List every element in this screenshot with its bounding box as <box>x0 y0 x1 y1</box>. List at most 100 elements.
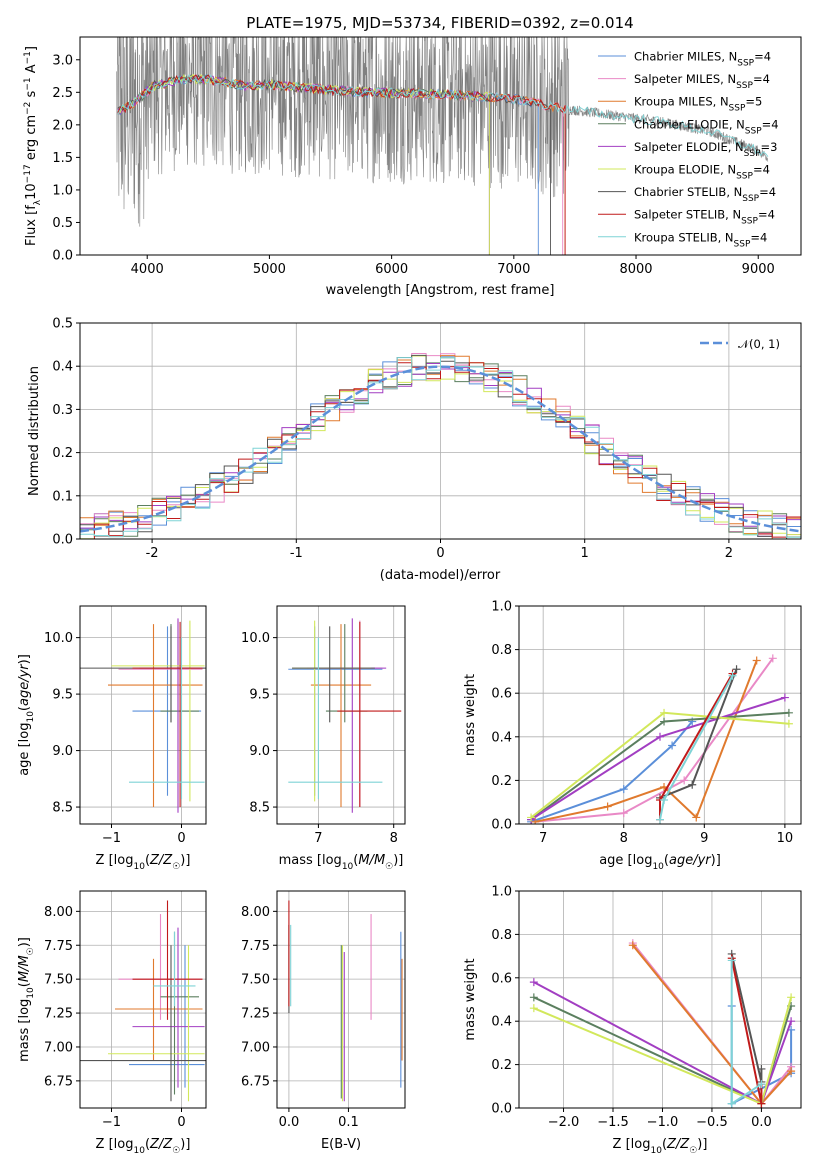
spectrum-legend: Chabrier MILES, NSSP=4 Salpeter MILES, NS… <box>598 50 779 249</box>
y-tick-label: 7.50 <box>44 973 73 988</box>
weight-marker-kroupa-elodie <box>784 719 793 728</box>
x-tick-label: −1.0 <box>647 1115 679 1130</box>
axes-frame <box>276 890 406 1109</box>
weight-marker-kroupa-elodie <box>660 708 669 717</box>
y-tick-label: 0.8 <box>491 928 512 943</box>
axes-frame <box>518 605 802 825</box>
y-tick-label: 9.5 <box>52 688 73 703</box>
axes-frame <box>518 890 802 1109</box>
weight-marker-salpeter-elodie <box>529 978 538 987</box>
weight-marker-chabrier-elodie <box>660 717 669 726</box>
x-tick-label: 0.1 <box>338 1115 359 1130</box>
x-tick-label: −1.5 <box>597 1115 629 1130</box>
y-tick-label: 2.5 <box>52 86 73 101</box>
y-tick-label: 0.0 <box>52 249 73 264</box>
x-axis-label: Z [log10(Z/Z☉)] <box>96 1137 191 1156</box>
x-axis-label: Z [log10(Z/Z☉)] <box>613 1137 708 1156</box>
x-tick-label: −0.5 <box>696 1115 728 1130</box>
y-tick-label: 3.0 <box>52 53 73 68</box>
x-axis-label: mass [log10(M/M☉)] <box>279 853 404 872</box>
axes-frame <box>79 605 207 825</box>
y-tick-label: 1.0 <box>491 885 512 900</box>
y-tick-label: 0.0 <box>491 818 512 833</box>
y-tick-label: 6.75 <box>44 1074 73 1089</box>
legend-label-chabrier-stelib: Chabrier STELIB, NSSP=4 <box>634 185 776 204</box>
x-axis-label: (data-model)/error <box>380 568 501 583</box>
x-tick-label: 7 <box>539 831 547 846</box>
x-tick-label: 0 <box>436 546 444 561</box>
y-tick-label: 0.0 <box>52 533 73 548</box>
legend-label-salpeter-elodie: Salpeter ELODIE, NSSP=3 <box>634 140 777 159</box>
x-tick-label: -1 <box>290 546 303 561</box>
x-tick-label: 0.0 <box>751 1115 772 1130</box>
age-vs-metallicity-panel: −1 0 8.5 9.0 9.5 10.0 Z [log10(Z/Z☉)] age [log1… <box>17 605 207 872</box>
weight-marker-chabrier-elodie <box>784 708 793 717</box>
weight-marker-chabrier-stelib <box>688 780 697 789</box>
y-tick-label: 7.75 <box>241 939 270 954</box>
weight-line-chabrier-stelib <box>730 953 763 1083</box>
weight-marker-salpeter-elodie <box>780 693 789 702</box>
x-tick-label: 0 <box>177 1115 185 1130</box>
legend-label-chabrier-elodie: Chabrier ELODIE, NSSP=4 <box>634 117 779 136</box>
spectrum-plot-area <box>116 37 769 255</box>
x-tick-label: 10 <box>777 831 794 846</box>
y-tick-label: 7.00 <box>44 1040 73 1055</box>
weight-marker-salpeter-elodie <box>656 732 664 741</box>
weight-line-salpeter-stelib <box>730 958 763 1104</box>
legend-label-kroupa-miles: Kroupa MILES, NSSP=5 <box>634 95 762 114</box>
x-tick-label: −2.0 <box>548 1115 580 1130</box>
weight-marker-kroupa-miles <box>787 1067 796 1076</box>
legend-label-chabrier-miles: Chabrier MILES, NSSP=4 <box>634 50 771 69</box>
x-tick-label: 1 <box>581 546 589 561</box>
figure-title: PLATE=1975, MJD=53734, FIBERID=0392, z=0… <box>246 14 633 32</box>
x-tick-label: 8000 <box>619 262 652 277</box>
spectrum-panel: 4000 5000 6000 7000 8000 9000 0.0 0.5 1.0 1.5 2.0 2… <box>23 36 802 298</box>
y-tick-label: 0.2 <box>52 446 73 461</box>
weight-marker-salpeter-elodie <box>787 1017 796 1026</box>
legend-label-salpeter-stelib: Salpeter STELIB, NSSP=4 <box>634 208 775 227</box>
weight-marker-salpeter-miles <box>768 654 777 663</box>
normal-curve <box>80 365 801 533</box>
y-tick-label: 0.4 <box>491 730 512 745</box>
weight-marker-chabrier-stelib <box>732 665 741 674</box>
weight-marker-kroupa-elodie <box>529 1004 538 1013</box>
x-tick-label: -2 <box>146 546 159 561</box>
y-axis-label: mass [log10(M/M☉)] <box>17 937 36 1062</box>
y-tick-label: 0.6 <box>491 687 512 702</box>
residual-plot-area <box>80 353 801 539</box>
y-axis-label: Flux [fλ10−17 erg cm−2 s−1 A−1] <box>23 46 43 246</box>
y-tick-label: 10.0 <box>241 631 270 646</box>
axes-frame <box>79 890 207 1109</box>
residual-panel: -2 -1 0 1 2 0.0 0.1 0.2 0.3 0.4 0.5 𝒩(0, 1) (data-mo… <box>27 317 802 583</box>
y-tick-label: 0.3 <box>52 403 73 418</box>
x-tick-label: 2 <box>725 546 733 561</box>
weight-marker-chabrier-elodie <box>529 993 538 1002</box>
y-tick-label: 10.0 <box>44 631 73 646</box>
y-tick-label: 8.00 <box>241 905 270 920</box>
axes-frame <box>79 322 802 540</box>
y-tick-label: 8.00 <box>44 905 73 920</box>
y-tick-label: 7.50 <box>241 973 270 988</box>
y-tick-label: 9.0 <box>249 744 270 759</box>
x-tick-label: 9 <box>700 831 708 846</box>
y-tick-label: 2.0 <box>52 118 73 133</box>
weight-marker-kroupa-miles <box>752 656 761 665</box>
weight-line-kroupa-miles <box>534 660 758 823</box>
x-tick-label: 4000 <box>131 262 164 277</box>
model-chabrier-stelib <box>117 74 551 255</box>
weight-marker-kroupa-stelib <box>660 796 669 805</box>
y-axis-label: mass weight <box>463 674 478 756</box>
x-tick-label: 5000 <box>253 262 286 277</box>
y-tick-label: 1.0 <box>52 183 73 198</box>
weight-marker-kroupa-stelib <box>656 815 664 824</box>
y-tick-label: 6.75 <box>241 1074 270 1089</box>
y-tick-label: 0.5 <box>52 216 73 231</box>
y-tick-label: 8.5 <box>52 801 73 816</box>
legend-label-normal: 𝒩(0, 1) <box>738 337 780 351</box>
x-axis-label: Z [log10(Z/Z☉)] <box>96 853 191 872</box>
age-vs-mass-panel-plot-area <box>288 618 402 813</box>
y-tick-label: 7.75 <box>44 939 73 954</box>
weight-marker-salpeter-miles <box>680 776 689 785</box>
x-tick-label: 6000 <box>375 262 408 277</box>
